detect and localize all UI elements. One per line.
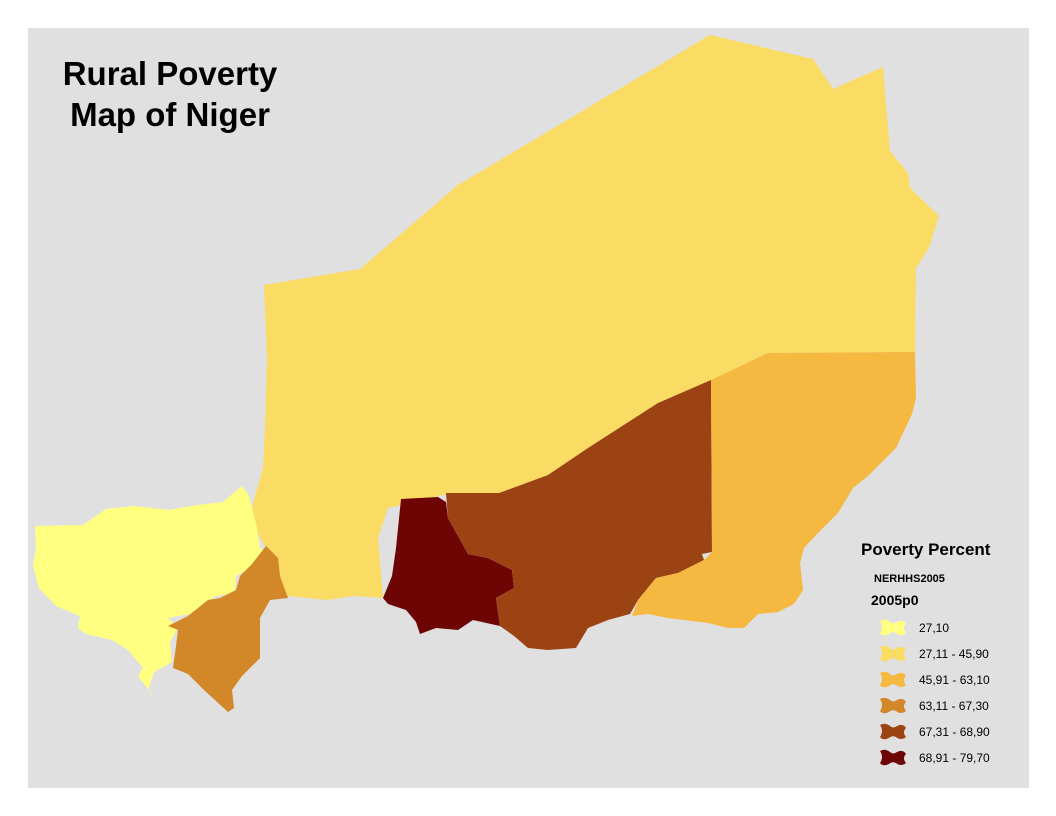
legend-swatch [880, 723, 906, 740]
legend-swatch [880, 671, 906, 688]
legend: Poverty Percent NERHHS2005 2005p0 27,102… [861, 540, 991, 766]
legend-swatch [880, 697, 906, 714]
map-region[interactable] [33, 486, 266, 702]
legend-label: 27,10 [919, 621, 949, 635]
map-region[interactable] [446, 380, 712, 650]
map-title-line2: Map of Niger [70, 96, 270, 133]
legend-swatch [880, 619, 906, 636]
legend-swatch [880, 749, 906, 766]
legend-swatch [880, 645, 906, 662]
map-region[interactable] [168, 546, 288, 712]
map-region[interactable] [632, 352, 916, 628]
map-frame: Rural Poverty Map of Niger Poverty Perce… [28, 28, 1029, 788]
legend-layer-name: NERHHS2005 [874, 573, 945, 585]
legend-label: 45,91 - 63,10 [919, 673, 990, 687]
map-title-line1: Rural Poverty [63, 55, 278, 92]
legend-label: 68,91 - 79,70 [919, 751, 990, 765]
legend-items: 27,10 27,11 - 45,90 45,91 - 63,10 63,11 - 6… [880, 619, 990, 766]
map-region[interactable] [383, 497, 514, 634]
map-region[interactable] [249, 35, 939, 600]
legend-label: 63,11 - 67,30 [919, 699, 989, 713]
legend-label: 67,31 - 68,90 [919, 725, 990, 739]
legend-field-name: 2005p0 [871, 592, 919, 608]
map-canvas: Rural Poverty Map of Niger Poverty Perce… [33, 35, 991, 766]
legend-label: 27,11 - 45,90 [919, 647, 989, 661]
legend-title: Poverty Percent [861, 540, 991, 559]
